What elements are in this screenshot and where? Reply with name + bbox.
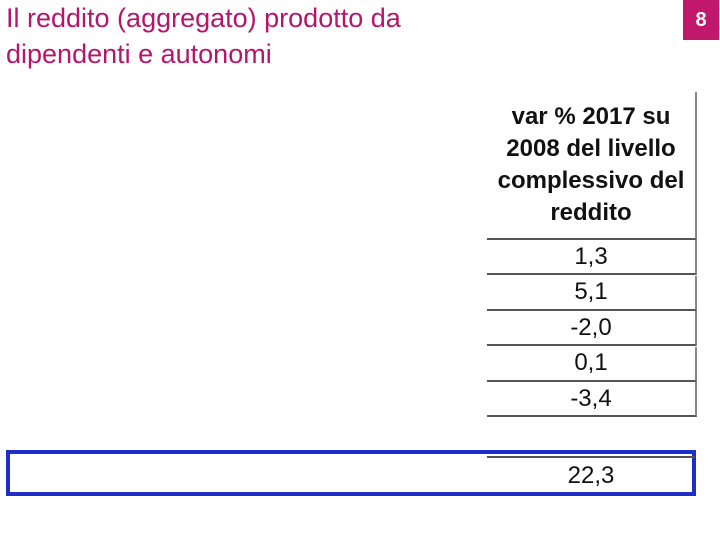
table-row: -3,4 [487,382,697,417]
title-line: dipendenti e autonomi [6,39,272,69]
page-number: 8 [683,0,719,40]
title-line: Il reddito (aggregato) prodotto da [6,3,401,33]
table-row: 0,1 [487,346,697,382]
table-row: 5,1 [487,275,697,311]
table-row: 1,3 [487,240,697,275]
table-row: -2,0 [487,311,697,346]
highlight-box [6,450,696,496]
column-header: var % 2017 su 2008 del livello complessi… [487,92,697,240]
highlighted-row: 22,3 [487,456,695,494]
